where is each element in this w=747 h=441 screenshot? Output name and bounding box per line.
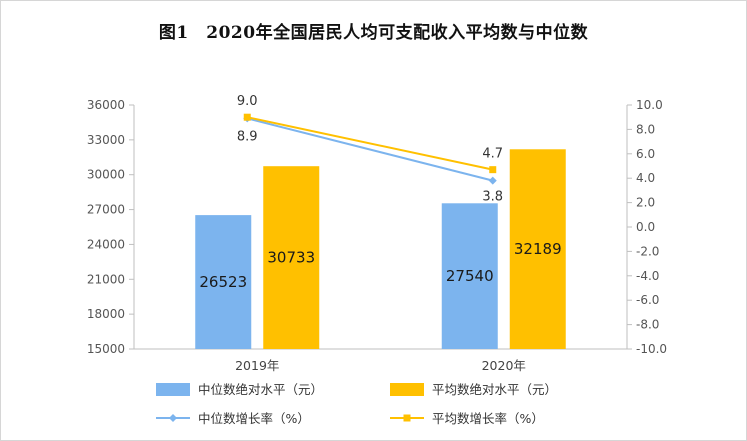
right-tick-label: 10.0 [636,98,663,112]
left-tick-label: 33000 [87,133,125,147]
bar-value-label: 30733 [267,249,315,267]
lines [243,113,497,185]
line-point-marker [488,176,497,185]
right-tick-label: 6.0 [636,147,655,161]
left-tick-label: 27000 [87,203,125,217]
legend-marker [169,414,177,422]
line-value-label: 3.8 [482,190,503,205]
legend-marker [403,414,411,422]
right-tick-label: 4.0 [636,171,655,185]
legend-swatch [390,383,424,396]
x-category-label: 2020年 [482,358,526,373]
legend-label: 中位数绝对水平（元） [198,382,323,397]
legend-label: 平均数增长率（%） [432,411,544,426]
line-point-marker [243,113,251,121]
left-tick-label: 36000 [87,98,125,112]
right-tick-label: 0.0 [636,220,655,234]
legend-label: 平均数绝对水平（元） [432,382,557,397]
data-labels: 26523 27540 30733 32189 8.9 3.8 9.0 4.7 [199,94,561,291]
right-tick-label: 8.0 [636,122,655,136]
bar [263,166,320,349]
right-tick-label: -8.0 [636,318,659,332]
right-tick-label: -10.0 [636,342,667,356]
left-tick-label: 30000 [87,168,125,182]
left-tick-label: 24000 [87,237,125,251]
left-tick-label: 15000 [87,342,125,356]
line-point-marker [489,166,497,174]
series-line [247,117,493,182]
bar [441,203,498,349]
left-tick-label: 21000 [87,272,125,286]
right-tick-label: 2.0 [636,196,655,210]
x-category-label: 2019年 [235,358,279,373]
axes: 15000 18000 21000 24000 27000 30000 33000 36000… [87,98,667,373]
line-value-label: 4.7 [482,147,503,162]
bars [195,149,566,349]
bar-value-label: 32189 [514,240,562,258]
bar [195,215,252,349]
chart-title: 图1 2020年全国居民人均可支配收入平均数与中位数 [158,23,589,43]
legend: 中位数绝对水平（元） 平均数绝对水平（元） 中位数增长率（%） 平均数增长率（%） [156,382,557,426]
bar [509,149,566,349]
right-tick-label: -4.0 [636,269,659,283]
legend-swatch [156,383,190,396]
right-tick-label: -2.0 [636,244,659,258]
right-tick-label: -6.0 [636,293,659,307]
series-line [247,116,493,171]
line-value-label: 8.9 [237,129,258,144]
bar-value-label: 27540 [446,267,494,285]
legend-label: 中位数增长率（%） [198,411,310,426]
bar-value-label: 26523 [199,273,247,291]
line-value-label: 9.0 [237,94,258,109]
left-tick-label: 18000 [87,307,125,321]
